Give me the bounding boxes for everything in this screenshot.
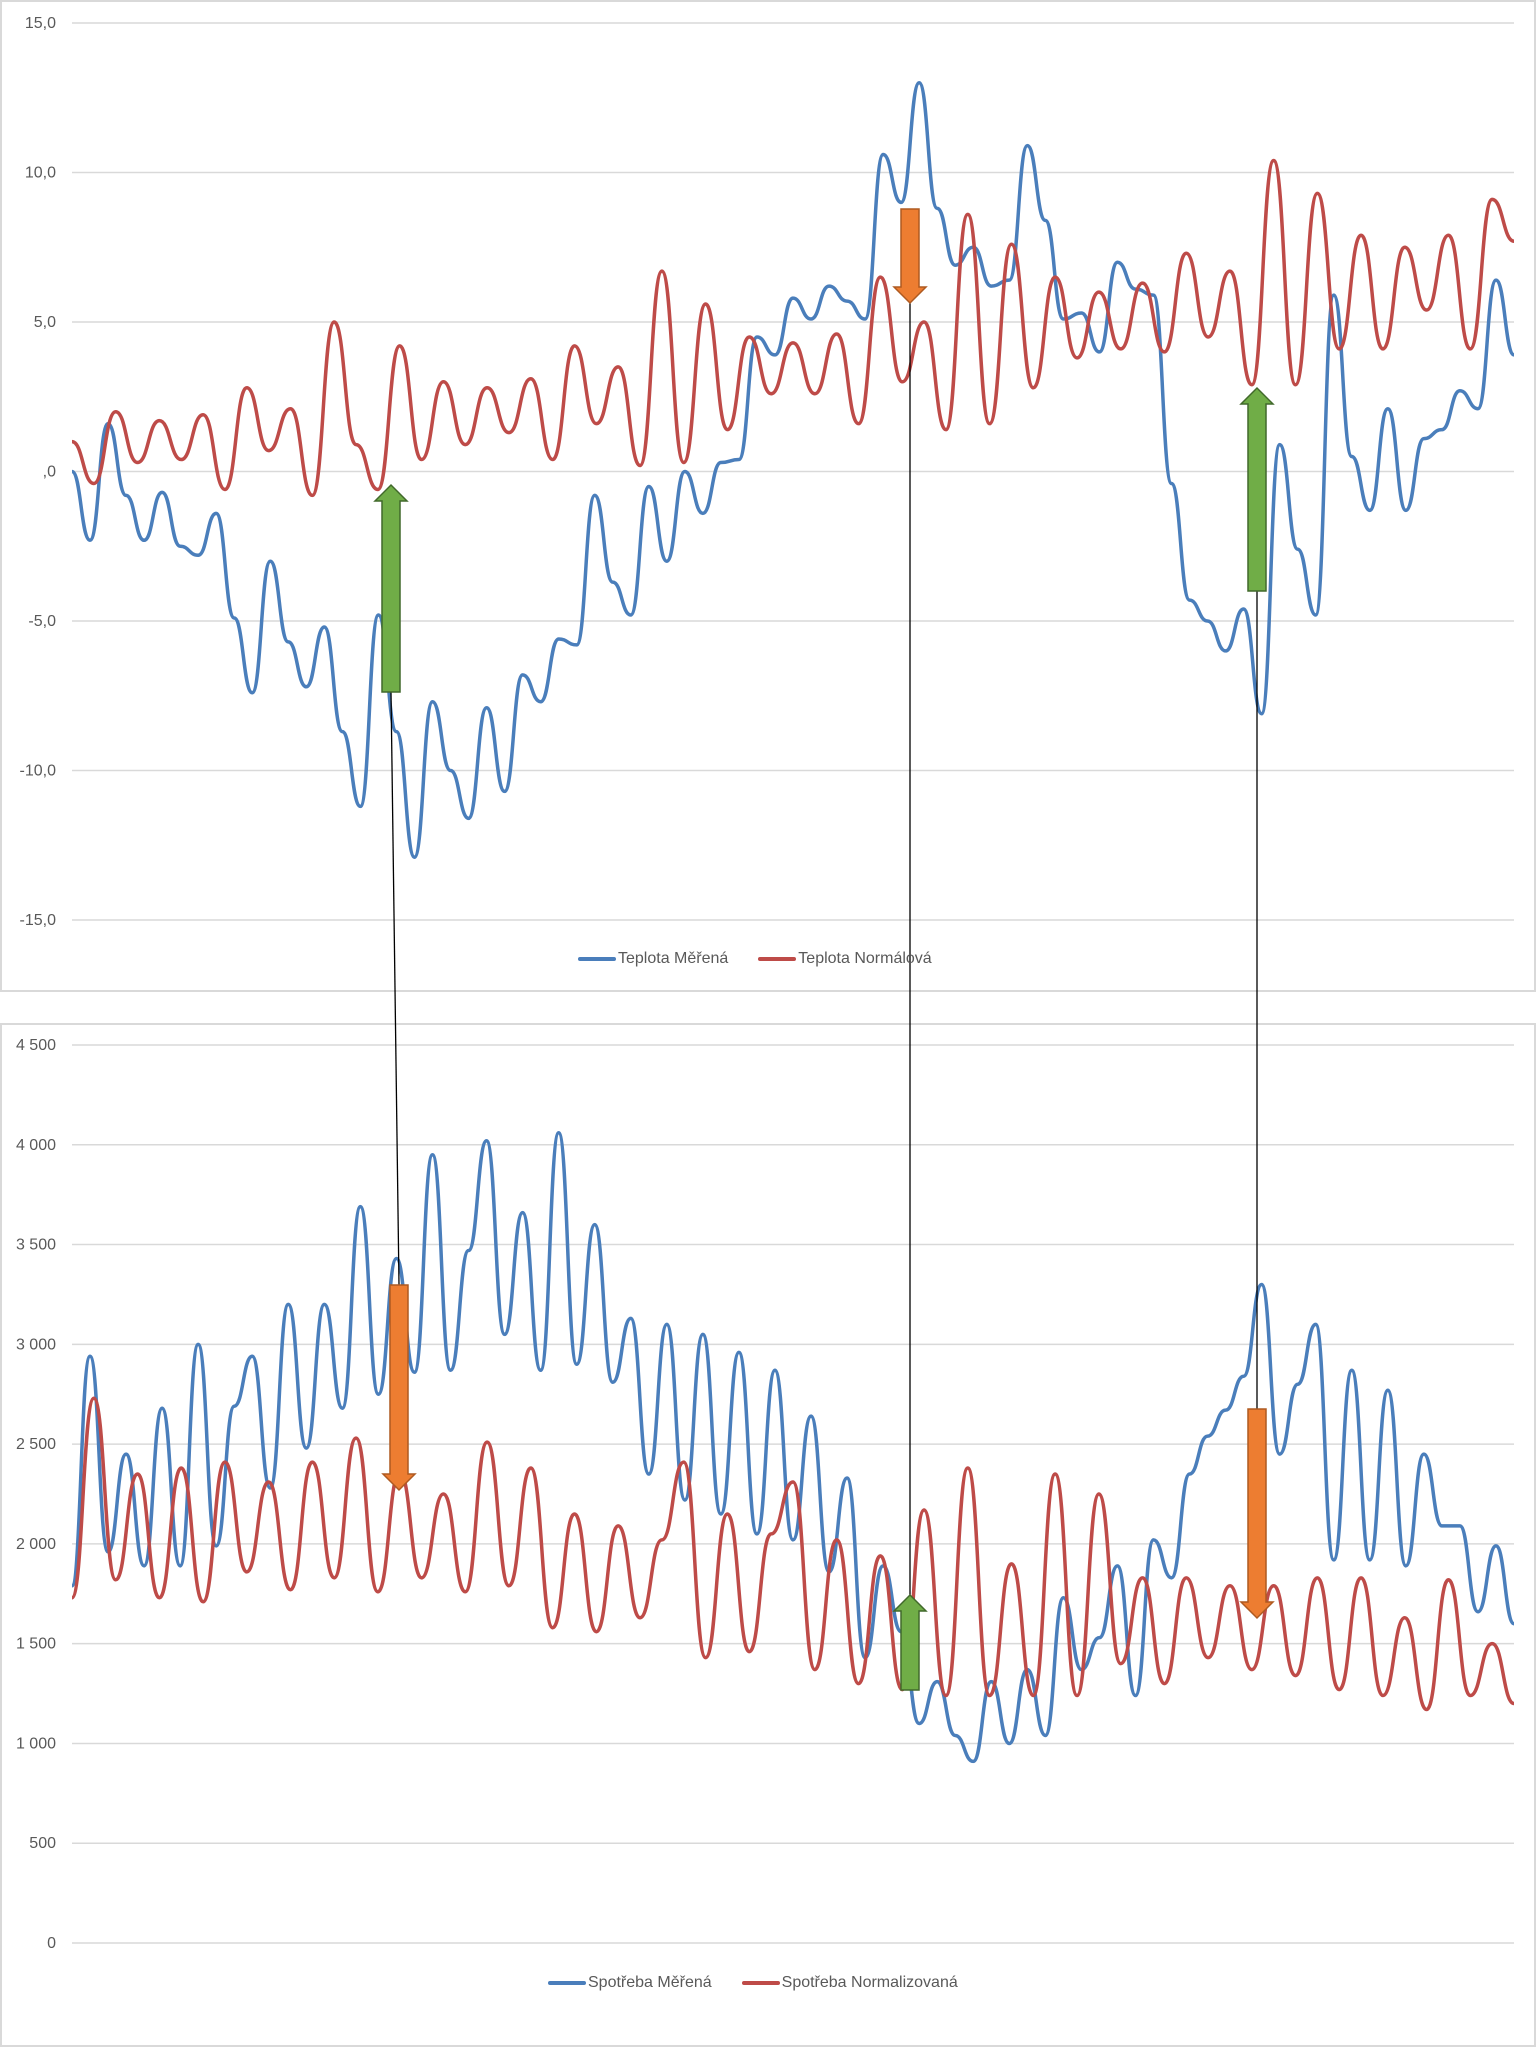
y-tick-label: 3 000 — [16, 1336, 56, 1353]
top-legend: Teplota Měřená Teplota Normálová — [578, 950, 932, 968]
y-tick-label: 3 500 — [16, 1237, 56, 1254]
legend-item-measured-temperature: Teplota Měřená — [578, 950, 728, 968]
arrow-down-icon — [892, 208, 928, 305]
bottom-legend: Spotřeba Měřená Spotřeba Normalizovaná — [548, 1974, 958, 1992]
arrow-up-icon — [373, 483, 409, 693]
legend-item-normal-temperature: Teplota Normálová — [758, 950, 932, 968]
y-tick-label: -5,0 — [28, 613, 56, 630]
y-tick-label: 1 500 — [16, 1636, 56, 1653]
y-tick-label: ,0 — [43, 464, 56, 481]
arrow-down-icon — [1239, 1408, 1275, 1620]
legend-swatch-red — [741, 1981, 780, 1985]
annotations — [373, 208, 1275, 1691]
y-tick-label: 2 500 — [16, 1436, 56, 1453]
y-tick-label: 0 — [47, 1935, 56, 1952]
y-tick-label: -15,0 — [20, 912, 57, 929]
y-tick-label: 2 000 — [16, 1536, 56, 1553]
y-tick-label: 4 000 — [16, 1137, 56, 1154]
y-tick-label: 500 — [29, 1835, 56, 1852]
legend-swatch-red — [758, 957, 797, 961]
y-tick-label: 10,0 — [25, 165, 56, 182]
legend-label: Spotřeba Normalizovaná — [781, 1974, 958, 1991]
y-tick-label: 5,0 — [34, 314, 56, 331]
top-chart: 15,0 10,0 5,0 ,0 -5,0 -10,0 -15,0 — [20, 15, 1516, 929]
y-tick-label: 15,0 — [25, 15, 56, 32]
arrow-up-icon — [1239, 386, 1275, 592]
top-chart-panel — [0, 0, 1536, 992]
legend-label: Spotřeba Měřená — [588, 1974, 712, 1991]
connector-line — [390, 691, 400, 1286]
legend-swatch-blue — [548, 1981, 586, 1985]
legend-swatch-blue — [578, 957, 616, 961]
y-tick-label: 1 000 — [16, 1735, 56, 1752]
legend-label: Teplota Normálová — [798, 950, 932, 967]
arrow-up-icon — [892, 1593, 928, 1691]
arrow-down-icon — [381, 1284, 417, 1492]
series-line-measured — [70, 1131, 1516, 1764]
series-line-normalized — [70, 1396, 1515, 1712]
bottom-chart: 4 500 4 000 3 500 3 000 2 500 2 000 1 500 1 000… — [16, 1037, 1516, 1952]
legend-item-normalized-consumption: Spotřeba Normalizovaná — [741, 1974, 958, 1992]
legend-label: Teplota Měřená — [618, 950, 729, 967]
series-line-measured — [70, 81, 1516, 859]
y-tick-label: -10,0 — [20, 763, 57, 780]
legend-item-measured-consumption: Spotřeba Měřená — [548, 1974, 712, 1992]
y-tick-label: 4 500 — [16, 1037, 56, 1054]
series-line-normalized — [71, 158, 1515, 498]
